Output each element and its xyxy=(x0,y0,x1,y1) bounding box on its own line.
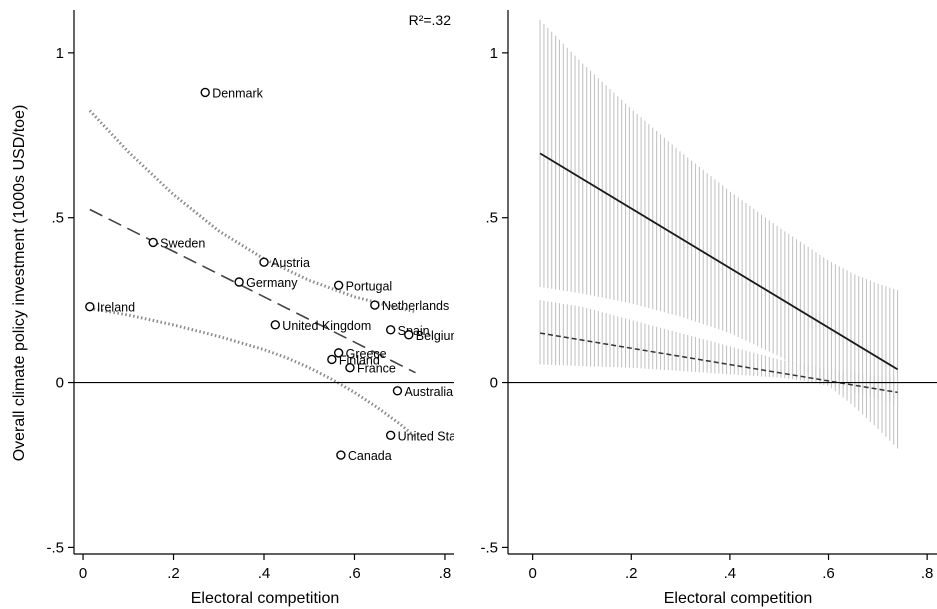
data-point xyxy=(392,386,403,396)
left-y-tick-label: .5 xyxy=(51,210,64,227)
right-y-tick-label: .5 xyxy=(485,210,498,227)
marginal-effects-axes: -.5 0 .5 1 0 .2 .4 .6 .8 xyxy=(480,10,937,582)
right-y-tick-label: 1 xyxy=(490,45,498,62)
right-x-tick-label: 0 xyxy=(528,565,536,582)
right-x-tick-label: .4 xyxy=(724,565,737,582)
data-point xyxy=(385,430,396,441)
point-label: Sweden xyxy=(160,236,205,250)
point-label: Ireland xyxy=(97,301,135,315)
data-point xyxy=(333,280,344,290)
point-label: Denmark xyxy=(212,86,263,100)
data-point xyxy=(336,450,346,460)
left-x-tick-label: .4 xyxy=(258,565,271,582)
data-point xyxy=(385,325,396,335)
data-point xyxy=(85,302,95,312)
marginal-effects-plot-area xyxy=(539,19,899,449)
data-point xyxy=(200,87,210,98)
effect-line-dashed xyxy=(539,332,898,394)
point-label: Australia xyxy=(404,385,453,399)
point-label: Germany xyxy=(246,276,298,290)
data-point xyxy=(370,300,380,310)
right-y-tick-label: 0 xyxy=(490,375,498,392)
right-x-tick-label: .8 xyxy=(921,565,934,582)
data-point xyxy=(345,363,355,373)
data-point xyxy=(270,320,281,330)
left-y-tick-label: -.5 xyxy=(46,539,64,556)
right-x-tick-label: .6 xyxy=(822,565,835,582)
right-x-tick-label: .2 xyxy=(625,565,638,582)
effect-line-solid xyxy=(539,152,899,371)
point-label: United Kingdom xyxy=(282,319,371,333)
data-point xyxy=(234,277,244,287)
data-point xyxy=(333,348,344,358)
x-axis-title-left: Electoral competition xyxy=(191,590,340,607)
left-y-tick-label: 1 xyxy=(56,45,64,62)
point-label: Portugal xyxy=(346,279,393,293)
data-point xyxy=(148,237,158,248)
point-label: Netherlands xyxy=(382,299,449,313)
ci-upper-line xyxy=(88,109,416,314)
y-axis-title: Overall climate policy investment (1000s… xyxy=(11,105,28,462)
data-point xyxy=(327,354,337,365)
left-x-tick-label: .6 xyxy=(348,565,361,582)
r-squared-annotation: R²=.32 xyxy=(409,12,452,28)
point-label: Canada xyxy=(348,449,392,463)
point-label: France xyxy=(357,362,396,376)
right-y-tick-label: -.5 xyxy=(480,539,498,556)
x-axis-title-right: Electoral competition xyxy=(664,590,813,607)
data-point xyxy=(404,330,414,340)
point-label: United States xyxy=(398,429,473,443)
marginal-effects-panel: -.5 0 .5 1 0 .2 .4 .6 .8 Electoral competition xyxy=(480,10,937,607)
left-x-tick-label: 0 xyxy=(79,565,87,582)
point-label: Austria xyxy=(271,256,310,270)
fitted-line xyxy=(89,208,416,374)
scatter-panel: Denmark Sweden Austria Germany Portugal Irela… xyxy=(11,10,473,607)
scatter-axes: -.5 0 .5 1 0 .2 .4 .6 .8 xyxy=(46,10,454,582)
point-label: Belgium xyxy=(416,329,461,343)
scatter-plot-area: Denmark Sweden Austria Germany Portugal Irela… xyxy=(85,86,473,463)
left-y-tick-label: 0 xyxy=(56,375,64,392)
left-x-tick-label: .2 xyxy=(167,565,180,582)
data-point xyxy=(259,257,269,267)
left-x-tick-label: .8 xyxy=(439,565,452,582)
point-label: Greece xyxy=(346,347,387,361)
